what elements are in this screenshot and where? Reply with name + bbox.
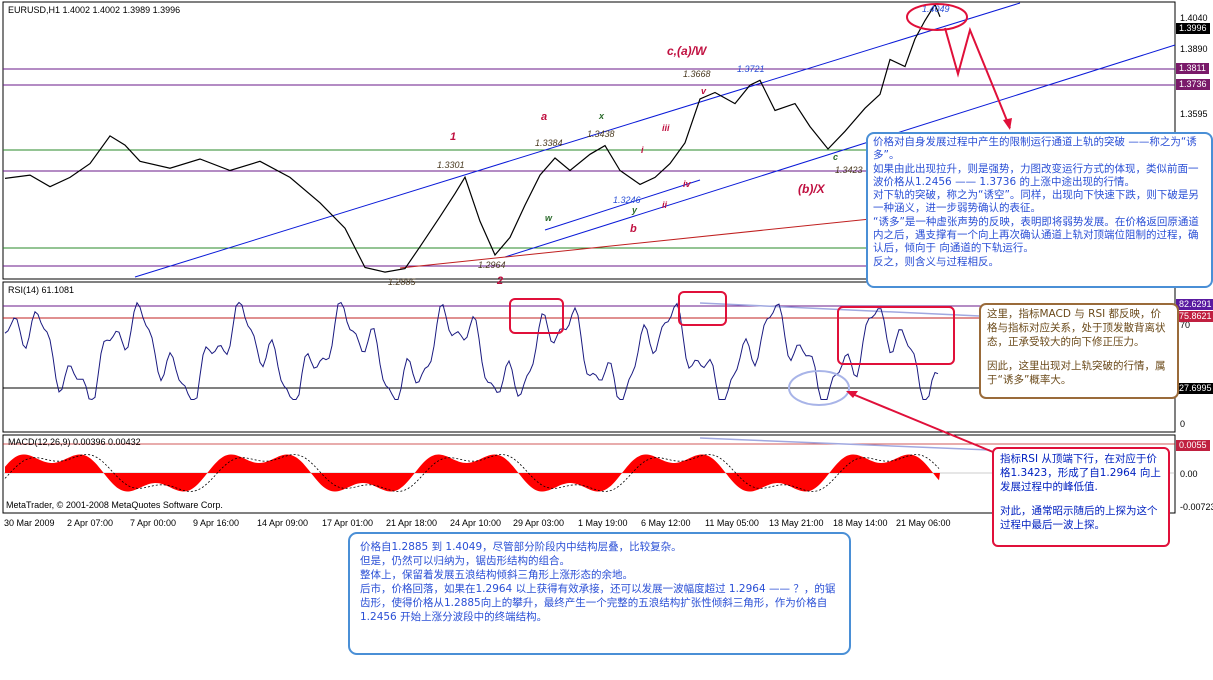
wave-label-b-x: (b)/X: [798, 182, 826, 196]
price-label-1.3668: 1.3668: [683, 69, 711, 79]
price-tick-1: 1.3890: [1180, 44, 1208, 54]
price-badge-1.3736: 1.3736: [1176, 79, 1210, 90]
time-tick-13: 18 May 14:00: [833, 518, 888, 528]
time-tick-3: 9 Apr 16:00: [193, 518, 239, 528]
note-bottom-line-2: 整体上，保留着发展五浪结构倾斜三角形上涨形态的余地。: [360, 569, 633, 581]
price-label-1.3438: 1.3438: [587, 129, 615, 139]
time-tick-9: 1 May 19:00: [578, 518, 628, 528]
time-tick-7: 24 Apr 10:00: [450, 518, 501, 528]
note-top-line-1: 如果由此出现拉升，则是强势，力图改变运行方式的体现，类似前面一波价格从1.245…: [873, 162, 1199, 188]
note-red-line-1: 对此，通常昭示随后的上探为这个过程中最后一波上探。: [1000, 505, 1158, 531]
price-label-1.2885: 1.2885: [388, 277, 417, 287]
price-label-1.4049: 1.4049: [922, 4, 950, 14]
wave-label-a: a: [541, 111, 547, 123]
time-tick-6: 21 Apr 18:00: [386, 518, 437, 528]
time-tick-1: 2 Apr 07:00: [67, 518, 113, 528]
inner-channel-line: [544, 179, 701, 231]
rsi-badge-75: 75.8621: [1176, 311, 1213, 322]
note-bottom-line-0: 价格自1.2885 到 1.4049，尽管部分阶段内中结构层叠，比较复杂。: [360, 541, 682, 553]
time-tick-11: 11 May 05:00: [705, 518, 759, 528]
rsi-highlight-3: [837, 306, 955, 365]
rsi-badge-27: 27.6995: [1176, 383, 1213, 394]
wave-label-c-a-w: c,(a)/W: [667, 44, 708, 58]
wave-label-2: 2: [496, 275, 503, 287]
time-tick-5: 17 Apr 01:00: [322, 518, 373, 528]
price-axis: 1.4040 1.3890 1.3595: [1180, 13, 1208, 119]
note-bottom: 价格自1.2885 到 1.4049，尽管部分阶段内中结构层叠，比较复杂。 但是…: [348, 532, 851, 655]
note-top-line-0: 价格对自身发展过程中产生的限制运行通道上轨的突破 ——称之为“诱多”。: [873, 136, 1197, 162]
price-badge-last: 1.3996: [1176, 23, 1210, 34]
rsi-pointer-arrow: [849, 392, 994, 453]
rsi-low-ellipse: [788, 370, 850, 406]
note-top-line-3: “诱多”是一种虚张声势的反映，表明即将弱势发展。在价格返回原通道 内之后，遇支撑…: [873, 215, 1203, 255]
price-label-1.2964: 1.2964: [478, 260, 506, 270]
price-label-1.3423: 1.3423: [835, 165, 863, 175]
macd-label: MACD(12,26,9) 0.00396 0.00432: [8, 437, 141, 447]
note-bottom-line-4: 后市，价格回落，如果在1.2964 以上获得有效承接，还可以发展一波幅度超过 1…: [360, 583, 836, 623]
rsi-badge-82: 82.6291: [1176, 299, 1213, 310]
rsi-series: [4, 301, 939, 401]
rsi-tick-0: 0: [1180, 419, 1185, 429]
price-label-1.3301: 1.3301: [437, 160, 465, 170]
projection-arrowhead: [1003, 118, 1012, 130]
wave-label-v: v: [701, 86, 707, 96]
note-top-right: 价格对自身发展过程中产生的限制运行通道上轨的突破 ——称之为“诱多”。 如果由此…: [866, 132, 1213, 288]
time-tick-12: 13 May 21:00: [769, 518, 824, 528]
rsi-tick-70: 70: [1180, 320, 1190, 330]
wave-label-x: x: [598, 111, 605, 121]
rsi-highlight-2: [678, 291, 727, 326]
rsi-label: RSI(14) 61.1081: [8, 285, 74, 295]
macd-tick-1: -0.00723: [1180, 502, 1213, 512]
wave-label-1: 1: [450, 131, 456, 143]
note-top-line-4: 反之，则含义与过程相反。: [873, 255, 999, 268]
note-middle-right: 这里，指标MACD 与 RSI 都反映，价格与指标对应关系，处于顶发散背离状态，…: [979, 303, 1179, 399]
note-mid-line-0: 这里，指标MACD 与 RSI 都反映，价格与指标对应关系，处于顶发散背离状态，…: [987, 308, 1166, 348]
price-label-1.3246: 1.3246: [613, 195, 641, 205]
macd-signal-line: [4, 454, 940, 492]
time-tick-8: 29 Apr 03:00: [513, 518, 564, 528]
wave-label-b: b: [630, 223, 637, 235]
time-tick-10: 6 May 12:00: [641, 518, 691, 528]
macd-tick-0: 0.00: [1180, 469, 1198, 479]
price-series: [4, 3, 941, 273]
wave-label-iii: iii: [662, 123, 670, 133]
wave-label-y: y: [631, 205, 638, 215]
copyright: MetaTrader, © 2001-2008 MetaQuotes Softw…: [6, 500, 223, 510]
time-tick-2: 7 Apr 00:00: [130, 518, 176, 528]
rsi-highlight-1: [509, 298, 564, 334]
price-badge-1.3811: 1.3811: [1176, 63, 1209, 74]
macd-panel-frame: [2, 434, 1176, 514]
time-tick-4: 14 Apr 09:00: [257, 518, 308, 528]
price-tick-2: 1.3595: [1180, 109, 1208, 119]
note-mid-line-1: 因此，这里出现对上轨突破的行情，属于“诱多”概率大。: [987, 360, 1166, 386]
symbol-label: EURUSD,H1 1.4002 1.4002 1.3989 1.3996: [8, 5, 180, 15]
wave-label-i: i: [641, 145, 644, 155]
wave-label-w: w: [545, 213, 553, 223]
wave-label-c: c: [833, 152, 838, 162]
time-axis: 30 Mar 2009 2 Apr 07:00 7 Apr 00:00 9 Apr 1…: [4, 518, 951, 528]
channel-upper-line: [134, 2, 1021, 278]
projection-path: [944, 26, 1011, 129]
red-trend-line: [399, 217, 881, 269]
wave-label-iv: iv: [683, 179, 692, 189]
macd-divergence-line: [699, 437, 991, 451]
rsi-divergence-line: [699, 302, 981, 317]
price-tick-0: 1.4040: [1180, 13, 1208, 23]
macd-histogram: [5, 454, 940, 492]
price-label-1.3721: 1.3721: [737, 64, 765, 74]
note-top-line-2: 对下轨的突破，称之为“诱空”。同样，出现向下快速下跌，则下破是另一种涵义，进一步…: [873, 189, 1199, 215]
rsi-pointer-arrowhead: [846, 391, 858, 398]
wave-label-ii: ii: [662, 200, 668, 210]
macd-badge: 0.0055: [1176, 440, 1210, 451]
time-tick-0: 30 Mar 2009: [4, 518, 55, 528]
price-label-1.3384: 1.3384: [535, 138, 563, 148]
note-rsi: 指标RSI 从顶端下行，在对应于价格1.3423，形成了自1.2964 向上发展…: [992, 447, 1170, 547]
note-red-line-0: 指标RSI 从顶端下行，在对应于价格1.3423，形成了自1.2964 向上发展…: [1000, 453, 1161, 493]
time-tick-14: 21 May 06:00: [896, 518, 951, 528]
top-highlight-ellipse: [906, 3, 968, 31]
channel-lower-line: [504, 44, 1176, 258]
note-bottom-line-1: 但是，仍然可以归纳为，锯齿形结构的组合。: [360, 555, 570, 567]
